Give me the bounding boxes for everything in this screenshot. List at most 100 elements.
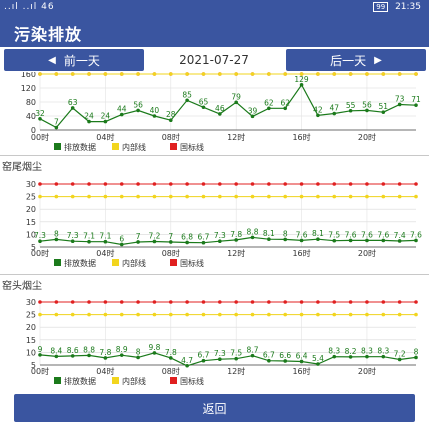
emission-data-label: 8.3	[361, 347, 373, 356]
emission-point	[38, 239, 42, 244]
emission-data-label: 7.6	[345, 230, 357, 239]
next-day-button[interactable]: 后一天 ▶	[286, 49, 426, 71]
x-tick-label: 04时	[96, 248, 114, 258]
internal-line-point	[119, 312, 124, 317]
internal-line-point	[316, 72, 320, 76]
legend-internal-label: 内部线	[122, 258, 146, 268]
emission-data-label: 7.8	[230, 230, 242, 239]
emission-point	[283, 359, 288, 363]
y-tick-label: 15	[26, 336, 36, 345]
x-tick-label: 00时	[31, 366, 49, 376]
divider	[0, 155, 429, 156]
national-line-point	[365, 300, 369, 304]
x-tick-label: 00时	[31, 132, 49, 142]
internal-line-point	[87, 72, 91, 76]
legend-internal-swatch	[112, 259, 119, 266]
emission-data-label: 5.4	[312, 354, 324, 363]
emission-point	[365, 354, 369, 359]
emission-data-label: 7	[136, 232, 141, 241]
emission-point	[38, 117, 42, 121]
emission-data-label: 7.2	[148, 231, 160, 240]
emission-data-label: 8.2	[345, 347, 357, 356]
current-date: 2021-07-27	[179, 53, 249, 67]
emission-data-label: 7.3	[214, 231, 226, 240]
y-tick-label: 20	[26, 323, 36, 332]
y-tick-label: 25	[26, 193, 36, 202]
national-line-point	[365, 182, 369, 186]
emission-data-label: 7.3	[34, 231, 46, 240]
national-line-point	[414, 182, 418, 186]
emission-point	[348, 108, 353, 113]
emission-data-label: 7	[54, 118, 59, 127]
national-line-point	[119, 300, 124, 304]
back-button[interactable]: 返回	[14, 394, 415, 422]
prev-day-label: 前一天	[63, 53, 100, 68]
legend-national-swatch	[170, 143, 177, 150]
emission-data-label: 7.8	[165, 348, 177, 357]
national-line-point	[234, 182, 238, 186]
internal-line-point	[414, 72, 418, 76]
emission-data-label: 8	[414, 347, 419, 356]
national-line-point	[168, 300, 173, 304]
internal-line-point	[70, 312, 75, 317]
emission-data-label: 8.3	[328, 347, 340, 356]
national-line-point	[103, 182, 108, 186]
x-tick-label: 20时	[358, 132, 376, 142]
internal-line-point	[38, 72, 42, 76]
internal-line-point	[299, 194, 304, 199]
prev-day-button[interactable]: ◀ 前一天	[4, 49, 144, 71]
emission-point	[87, 353, 91, 358]
y-tick-label: 5	[31, 361, 36, 370]
arrow-left-icon: ◀	[48, 54, 56, 66]
internal-line-point	[218, 194, 222, 199]
emission-point	[332, 354, 337, 359]
national-line-point	[316, 300, 320, 304]
x-tick-label: 16时	[292, 248, 310, 258]
internal-line-point	[152, 312, 157, 317]
emission-data-label: 8.1	[263, 229, 275, 238]
internal-line-point	[87, 312, 91, 317]
internal-line-point	[87, 194, 91, 199]
emission-point	[87, 119, 91, 124]
emission-point	[365, 108, 369, 113]
emission-data-label: 42	[313, 105, 323, 114]
emission-point	[152, 351, 157, 355]
internal-line-point	[103, 194, 108, 199]
national-line-point	[299, 300, 304, 304]
emission-point	[348, 238, 353, 243]
emission-point	[103, 239, 108, 244]
national-line-point	[250, 182, 255, 186]
internal-line-point	[168, 194, 173, 199]
page-title: 污染排放	[14, 25, 83, 44]
internal-line-point	[414, 312, 418, 317]
emission-point	[185, 98, 189, 103]
emission-point	[381, 110, 386, 114]
internal-line-point	[136, 194, 140, 199]
emission-point	[185, 240, 189, 245]
internal-line-point	[250, 312, 255, 317]
emission-data-label: 6.7	[263, 351, 275, 360]
emission-point	[250, 235, 255, 240]
app-header: 污染排放	[0, 15, 429, 47]
internal-line-point	[234, 194, 238, 199]
emission-data-label: 8	[283, 229, 288, 238]
emission-data-label: 79	[231, 92, 241, 101]
emission-data-label: 47	[329, 104, 339, 113]
emission-point	[283, 106, 288, 111]
emission-data-label: 73	[395, 94, 405, 103]
emission-data-label: 56	[133, 100, 143, 109]
chart-title-kiln-head: 窑头烟尘	[2, 281, 42, 292]
internal-line-point	[365, 72, 369, 76]
emission-data-label: 7.6	[377, 230, 389, 239]
national-line-point	[250, 300, 255, 304]
internal-line-point	[185, 194, 189, 199]
emission-point	[381, 354, 386, 359]
emission-point	[250, 114, 255, 119]
internal-line-point	[332, 194, 337, 199]
national-line-point	[397, 182, 402, 186]
emission-data-label: 28	[166, 110, 176, 119]
emission-point	[332, 111, 337, 116]
emission-data-label: 7.5	[230, 349, 242, 358]
internal-line-point	[185, 72, 189, 76]
legend-internal-swatch	[112, 377, 119, 384]
